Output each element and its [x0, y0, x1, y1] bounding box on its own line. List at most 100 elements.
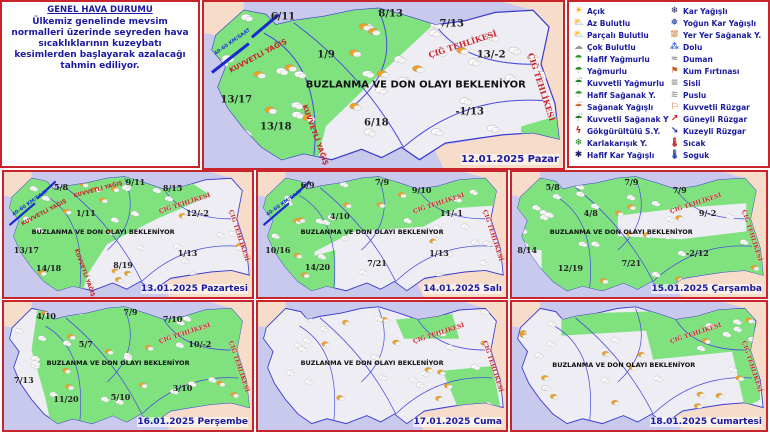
- legend-label: Kar Yağışlı: [683, 6, 728, 16]
- temperature-label: 1/13: [177, 248, 198, 259]
- legend-label: Sisli: [683, 78, 701, 88]
- weather-icon: [239, 136, 253, 144]
- weather-icon: [416, 382, 425, 389]
- weather-icon: [175, 342, 185, 349]
- weather-icon: [376, 70, 390, 78]
- light-rain-icon: ☂: [574, 54, 583, 64]
- temperature-label: 12/-2: [185, 208, 209, 219]
- weather-icon: [341, 235, 350, 242]
- weather-icon: [392, 339, 401, 346]
- wind-arrows-icon: [8, 180, 57, 227]
- temperature-label: 7/13: [439, 18, 464, 30]
- weather-icon: [22, 216, 32, 223]
- temperature-label: 5/10: [110, 391, 131, 402]
- weather-icon: [363, 128, 377, 137]
- weather-icon: [264, 106, 277, 115]
- weather-icon: [240, 13, 254, 22]
- legend-item: ✱ Hafif Kar Yağışlı: [573, 149, 669, 161]
- temperature-label: 8/14: [517, 244, 538, 255]
- hot-thermometer-icon: 🌡: [669, 138, 681, 148]
- weather-icon: [528, 54, 541, 63]
- weather-icon: [216, 232, 226, 239]
- haze-icon: ≋: [670, 90, 679, 100]
- weather-icon: [144, 344, 154, 351]
- weather-icon: [124, 270, 133, 277]
- weather-icon: [733, 326, 742, 333]
- legend-item: ❅ Yoğun Kar Yağışlı: [669, 17, 769, 29]
- legend-item: ⛅ Parçalı Bulutlu: [573, 29, 669, 41]
- summary-title: GENEL HAVA DURUMU: [47, 5, 153, 15]
- frost-warning-label: BUZLANMA VE DON OLAYI BEKLENİYOR: [552, 360, 696, 369]
- weather-icon: [532, 204, 541, 211]
- legend-label: Duman: [683, 54, 713, 64]
- shower-icon: ☔: [574, 102, 583, 112]
- temperature-label: 4/10: [36, 311, 56, 322]
- hail-icon: ⁂: [669, 42, 680, 52]
- north-wind-arrow-icon: ↘: [670, 126, 679, 136]
- weather-icon: [375, 86, 388, 95]
- weather-icon: [114, 277, 124, 283]
- weather-icon: [339, 181, 349, 188]
- weather-icon: [468, 58, 481, 67]
- weather-icon: [651, 271, 661, 278]
- legend-label: Karlakarışık Y.: [587, 138, 648, 148]
- weather-icon: [230, 392, 239, 398]
- temperature-label: 7/13: [14, 375, 34, 386]
- legend-item: ↘ Kuzeyli Rüzgar: [669, 125, 769, 137]
- temperature-label: 5/8: [545, 182, 560, 192]
- legend-item: ≋ Puslu: [669, 89, 769, 101]
- weather-icon: [35, 227, 45, 234]
- weather-icon: [611, 337, 621, 344]
- precipitation-area: [306, 250, 336, 291]
- weather-icon: [304, 379, 314, 386]
- weather-icon: [653, 375, 663, 382]
- temperature-label: 6/18: [364, 117, 389, 129]
- weather-icon: [397, 192, 407, 199]
- legend-item: ☁ Çok Bulutlu: [573, 41, 669, 53]
- weather-icon: [480, 340, 490, 347]
- weather-icon: [302, 114, 316, 123]
- thunderstorm-icon: ϟ: [575, 126, 582, 136]
- weather-icon: [541, 375, 550, 382]
- frost-warning-label: BUZLANMA VE DON OLAYI BEKLENİYOR: [549, 228, 693, 236]
- weather-icon: [431, 128, 444, 137]
- weather-icon: [65, 384, 74, 391]
- smoke-icon: ≈: [670, 54, 679, 64]
- temperature-label: 5/7: [78, 339, 93, 350]
- weather-icon: [284, 195, 293, 202]
- weather-icon: [99, 197, 108, 204]
- temperature-label: 4/10: [330, 210, 350, 221]
- weather-icon: [228, 231, 238, 237]
- sun-icon: ☀: [574, 6, 583, 16]
- forecast-map: 4/10 7/9 7/10 5/7 10/-2 7/13 11/20 5/10 3/10 BUZL…: [2, 300, 254, 432]
- weather-icon: [319, 326, 329, 333]
- weather-icon: [164, 195, 174, 202]
- weather-icon: [121, 185, 131, 192]
- weather-icon: [253, 71, 266, 79]
- weather-icon: [100, 396, 110, 403]
- weather-icon: [487, 33, 500, 42]
- weather-icon: [745, 317, 755, 324]
- temperature-label: 3/10: [172, 382, 193, 393]
- weather-icon: [63, 208, 72, 215]
- weather-icon: [480, 309, 490, 316]
- forecast-date: 14.01.2025 Salı: [423, 284, 502, 294]
- weather-icon: [456, 47, 469, 55]
- weather-icon: [276, 67, 289, 76]
- weather-icon: [599, 278, 609, 284]
- weather-icon: [461, 223, 470, 230]
- temperature-label: 6/9: [300, 179, 315, 190]
- weather-icon: [298, 346, 308, 353]
- weather-icon: [435, 395, 444, 402]
- legend-item: ⛅ Az Bulutlu: [573, 17, 669, 29]
- forecast-map: BUZLANMA VE DON OLAYI BEKLENİYOR ÇIĞ TEHL…: [510, 300, 768, 432]
- temperature-label: 1/11: [76, 208, 96, 219]
- temperature-label: 7/9: [672, 184, 687, 195]
- weather-icon: [504, 74, 518, 83]
- legend-label: Kum Fırtınası: [683, 66, 740, 76]
- region-border: [299, 178, 493, 290]
- weather-icon: [11, 410, 21, 417]
- precipitation-area: [31, 306, 250, 424]
- weather-icon: [601, 377, 611, 384]
- weather-icon: [471, 364, 481, 371]
